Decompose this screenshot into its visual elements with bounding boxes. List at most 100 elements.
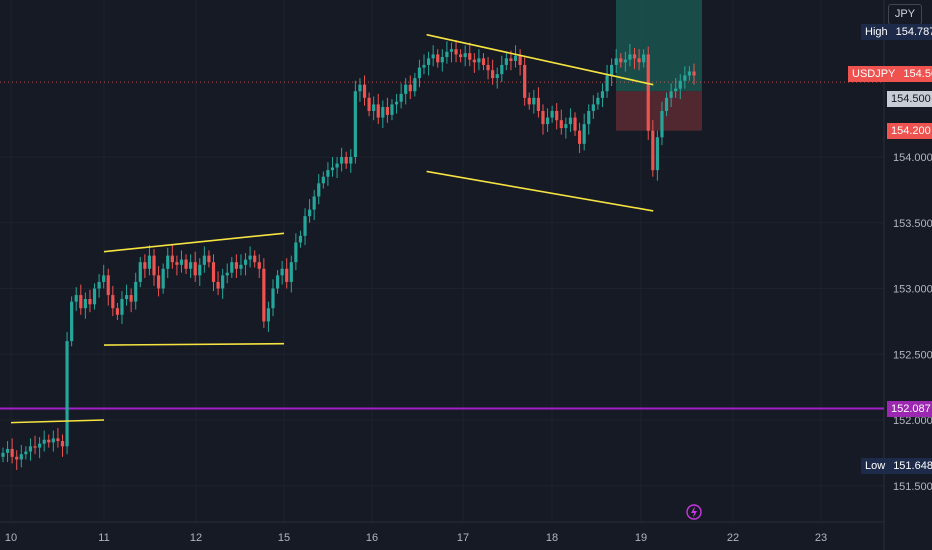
candle-body [294,242,298,263]
candle-body [536,97,541,111]
x-tick-label: 17 [457,532,469,544]
candle-body [587,110,591,125]
candle-body [147,255,152,269]
candle-body [660,110,664,138]
candle-body [202,255,206,265]
y-tick-label: 152.000 [893,415,932,427]
candle-body [472,59,476,63]
candle-body [56,438,60,442]
candle-body [239,264,243,269]
candle-body [555,110,559,121]
candle-body [394,101,399,105]
candle-body [15,456,19,460]
candle-body [459,54,463,58]
candle-body [532,97,536,105]
candle-body [129,295,133,302]
symbol-label: USDJPY [848,66,900,83]
currency-button[interactable]: JPY [888,4,922,25]
candle-body [106,275,110,296]
candle-body [646,54,650,131]
candle-body [449,49,454,52]
candle-body [335,163,339,168]
high-value: 154.787 [891,24,932,41]
entry-price-badge: 154.500 [887,91,932,108]
candle-body [491,70,495,79]
candle-body [637,58,641,63]
candle-body [436,54,440,63]
candle-body [271,288,275,309]
candle-body [568,117,573,125]
support-price-value: 152.087 [891,402,931,415]
candle-body [175,262,179,265]
candle-body [83,299,87,309]
candle-body [70,301,74,342]
candle-body [152,255,156,276]
y-tick-label: 153.500 [893,218,932,230]
candle-body [527,97,531,105]
candle-body [582,124,586,144]
candle-body [385,107,389,115]
y-tick-label: 153.000 [893,284,932,296]
candle-body [221,275,225,289]
candle-body [326,170,330,177]
candle-body [481,58,486,65]
candle-body [179,259,184,265]
entry-price-value: 154.500 [891,93,931,106]
candle-body [486,64,490,71]
candle-body [541,110,545,125]
candle-body [500,64,504,75]
candle-body [417,67,422,79]
candle-body [509,58,513,62]
candle-body [399,93,403,102]
candle-body [189,262,193,269]
x-tick-label: 11 [98,532,109,544]
trendline [103,232,285,253]
candle-body [591,104,595,111]
candle-body [184,259,188,269]
candle-body [143,262,147,269]
x-tick-label: 15 [278,532,290,544]
y-tick-label: 151.500 [893,481,932,493]
candle-body [234,262,238,269]
candle-body [248,255,252,260]
candle-body [550,110,554,118]
candle-body [445,51,449,58]
low-label: Low [861,458,890,475]
candle-body [120,299,124,315]
candle-body [372,104,376,111]
candle-body [216,281,220,289]
candle-body [404,84,408,94]
trendline [10,419,105,424]
candle-body [321,176,325,184]
candle-body [431,54,435,59]
candle-body [463,53,467,58]
candle-body [513,55,518,62]
candle-body [545,117,550,125]
candle-body [230,262,234,273]
candle-body [518,55,522,65]
candle-body [74,295,78,302]
candle-body [605,75,609,92]
candle-body [38,443,42,448]
candle-body [1,452,5,457]
x-tick-label: 16 [366,532,378,544]
candle-body [559,120,563,129]
candle-body [28,446,33,452]
candle-body [367,97,371,111]
x-tick-label: 18 [546,532,558,544]
candle-body [564,124,568,129]
x-tick-label: 12 [190,532,202,544]
candle-body [413,78,417,92]
candle-body [280,268,284,276]
candle-body [408,84,412,92]
candle-body [674,88,678,92]
candle-body [33,446,37,448]
candle-body [51,438,55,443]
y-tick-label: 152.500 [893,349,932,361]
candle-body [477,58,481,63]
candle-body [47,439,51,443]
candle-body [124,295,129,300]
low-value: 151.648 [889,458,932,475]
